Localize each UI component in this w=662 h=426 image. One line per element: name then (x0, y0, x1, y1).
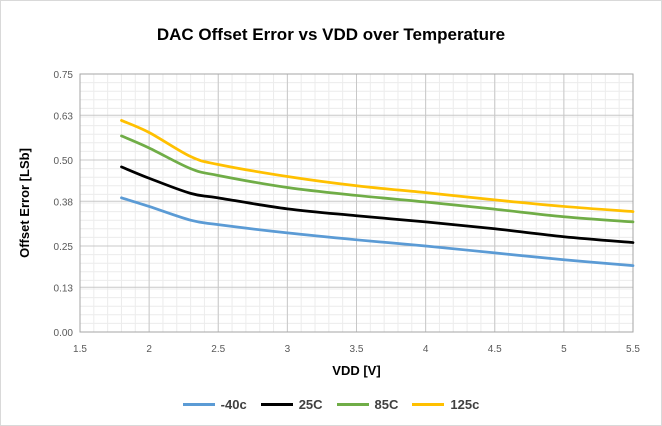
y-tick-label: 0.25 (54, 242, 74, 253)
y-axis-title: Offset Error [LSb] (17, 148, 32, 258)
legend-item-125c: 125c (412, 397, 479, 412)
x-tick-label: 4 (423, 344, 429, 355)
legend-item--40c: -40c (182, 397, 247, 412)
y-tick-label: 0.13 (54, 283, 74, 294)
x-tick-label: 3 (285, 344, 291, 355)
x-tick-label: 2.5 (211, 344, 225, 355)
x-tick-label: 1.5 (73, 344, 87, 355)
legend-label: 85C (374, 397, 399, 412)
series-line-25c (120, 165, 635, 244)
legend: -40c 25C 85C 125c (1, 397, 661, 412)
series-line-85c (120, 134, 635, 224)
legend-swatch (182, 403, 215, 406)
x-axis-title: VDD [V] (332, 363, 380, 378)
y-tick-label: 0.63 (54, 111, 74, 122)
plot-area-border (79, 73, 634, 333)
legend-label: -40c (220, 397, 247, 412)
y-tick-label: 0.75 (54, 70, 74, 81)
y-tick-label: 0.00 (54, 328, 74, 339)
legend-swatch (412, 403, 445, 406)
chart-title: DAC Offset Error vs VDD over Temperature (156, 25, 506, 44)
legend-label: 25C (298, 397, 323, 412)
y-tick-label: 0.38 (54, 197, 74, 208)
x-tick-label: 5 (561, 344, 567, 355)
series-line-125c (120, 119, 635, 213)
legend-label: 125c (450, 397, 480, 412)
legend-item-25c: 25C (260, 397, 323, 412)
x-tick-label: 2 (146, 344, 152, 355)
series-line--40c (120, 196, 635, 267)
y-tick-label: 0.50 (54, 156, 74, 167)
x-tick-label: 5.5 (626, 344, 640, 355)
legend-item-85c: 85C (336, 397, 399, 412)
legend-swatch (260, 403, 293, 406)
x-tick-label: 3.5 (350, 344, 364, 355)
legend-swatch (336, 403, 369, 406)
x-tick-label: 4.5 (488, 344, 502, 355)
